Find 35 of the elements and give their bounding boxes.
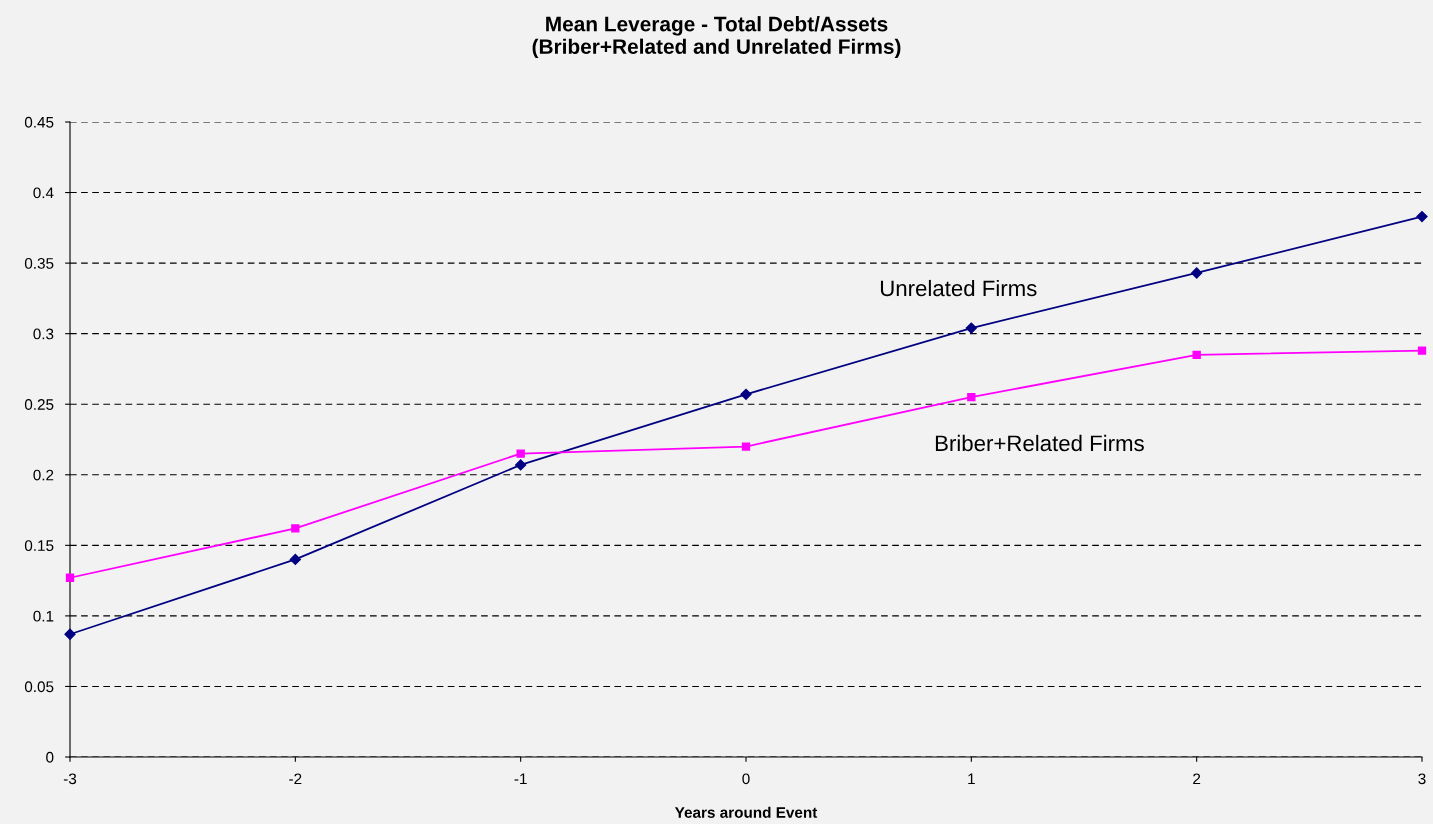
y-tick-label: 0.45 [24, 116, 54, 128]
point [65, 573, 75, 582]
y-tick-label: 0.4 [33, 187, 54, 199]
point [1191, 267, 1203, 279]
y-tick-label: 0.25 [24, 399, 54, 410]
point [64, 628, 76, 640]
x-tick-label: 2 [1193, 773, 1201, 785]
x-tick-label: -2 [289, 773, 302, 785]
point [741, 442, 751, 451]
point [289, 553, 301, 566]
x-tick-label: -1 [514, 773, 527, 785]
x-tick-label: 0 [742, 773, 750, 785]
point [740, 388, 752, 400]
y-tick-label: 0.2 [33, 469, 54, 481]
point [1192, 350, 1201, 360]
y-tick-label: 0.1 [33, 610, 54, 622]
y-tick-label: 0 [46, 751, 54, 763]
y-tick-label: 0.35 [24, 257, 54, 269]
x-tick-label: 3 [1418, 773, 1426, 785]
point [516, 449, 525, 458]
x-tick-label: -3 [63, 773, 77, 785]
point [1416, 210, 1428, 223]
point [967, 392, 976, 402]
point [965, 322, 977, 334]
point [291, 524, 300, 533]
x-axis-title: Years around Event [674, 806, 818, 818]
point [1417, 346, 1427, 355]
point [515, 459, 527, 471]
chart-title: Mean Leverage - Total Debt/Assets (Briber+Related and Unrelated Firms) [532, 16, 901, 59]
x-tick-label: 1 [968, 773, 975, 785]
y-tick-label: 0.05 [24, 681, 54, 693]
y-tick-label: 0.3 [33, 328, 54, 340]
series-label: Unrelated Firms [880, 279, 1037, 297]
y-tick-label: 0.15 [24, 540, 54, 552]
series-label: Briber+Related Firms [935, 434, 1144, 452]
